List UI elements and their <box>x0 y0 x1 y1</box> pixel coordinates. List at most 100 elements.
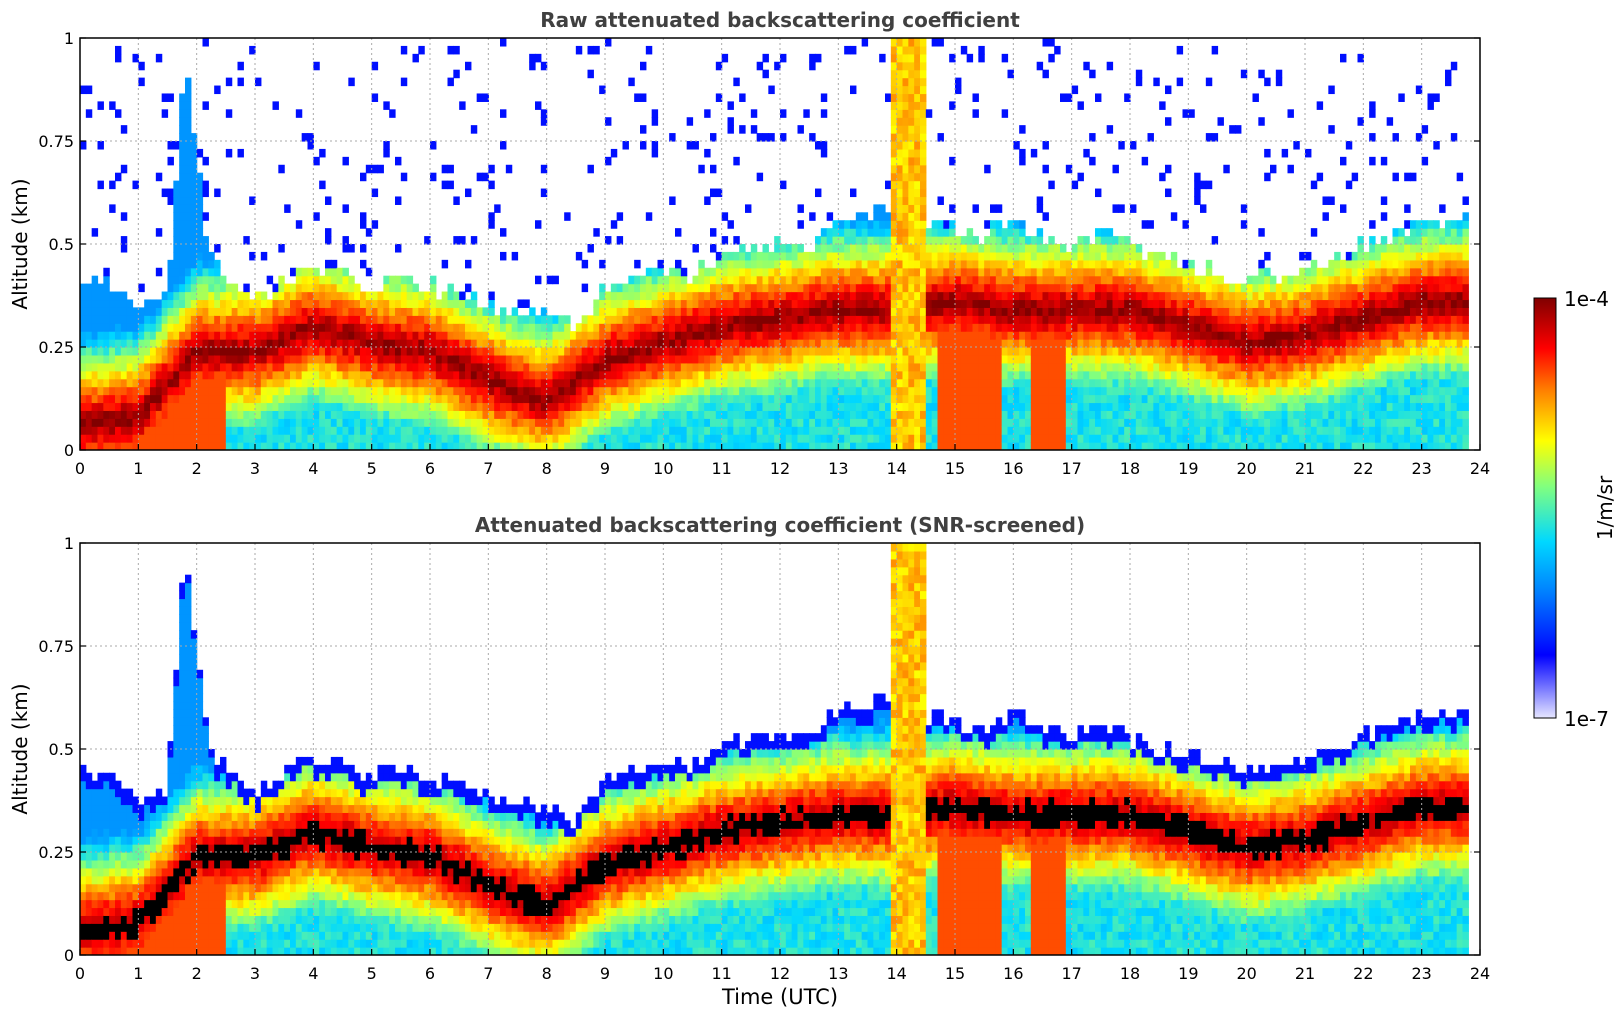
heatmap-cell <box>1147 291 1154 301</box>
heatmap-cell <box>931 410 939 419</box>
heatmap-cell <box>657 339 664 348</box>
heatmap-cell <box>721 251 729 261</box>
heatmap-cell <box>120 442 128 450</box>
heatmap-cell <box>91 228 99 237</box>
heatmap-cell <box>1013 323 1020 332</box>
heatmap-cell <box>966 275 974 285</box>
heatmap-cell <box>418 331 425 340</box>
heatmap-cell <box>616 362 624 372</box>
heatmap-cell <box>832 220 839 229</box>
heatmap-cell <box>115 402 122 411</box>
heatmap-cell <box>220 394 227 404</box>
heatmap-cell <box>995 267 1003 277</box>
heatmap-cell <box>190 307 198 316</box>
heatmap-cell <box>914 299 921 308</box>
heatmap-cell <box>943 307 950 316</box>
heatmap-cell <box>785 307 793 316</box>
heatmap-cell <box>861 386 869 396</box>
heatmap-cell <box>185 85 192 95</box>
heatmap-cell <box>260 339 268 348</box>
heatmap-cell <box>465 354 472 364</box>
heatmap-cell <box>1019 354 1026 364</box>
heatmap-cell <box>295 394 303 404</box>
heatmap-cell <box>435 394 443 404</box>
heatmap-cell <box>406 354 414 364</box>
heatmap-cell <box>354 347 361 356</box>
heatmap-cell <box>949 307 956 316</box>
heatmap-cell <box>1100 354 1108 364</box>
heatmap-cell <box>447 442 454 450</box>
heatmap-cell <box>675 362 682 372</box>
heatmap-cell <box>739 370 746 380</box>
heatmap-cell <box>278 426 285 435</box>
heatmap-cell <box>1013 410 1020 419</box>
heatmap-cell <box>616 418 624 427</box>
heatmap-cell <box>225 291 233 301</box>
heatmap-cell <box>185 283 192 293</box>
heatmap-cell <box>330 331 338 340</box>
heatmap-cell <box>675 283 682 293</box>
heatmap-cell <box>949 347 956 356</box>
heatmap-cell <box>80 434 87 443</box>
heatmap-cell <box>925 315 933 324</box>
heatmap-cell <box>1100 315 1108 324</box>
heatmap-cell <box>914 133 921 142</box>
heatmap-cell <box>1170 442 1178 450</box>
heatmap-cell <box>1060 299 1067 308</box>
heatmap-cell <box>1100 331 1108 340</box>
heatmap-cell <box>640 434 647 443</box>
heatmap-cell <box>220 426 227 435</box>
heatmap-cell <box>185 101 192 110</box>
heatmap-cell <box>610 220 618 229</box>
heatmap-cell <box>85 418 93 427</box>
heatmap-cell <box>173 244 180 253</box>
heatmap-cell <box>972 347 979 356</box>
heatmap-cell <box>750 267 758 277</box>
heatmap-cell <box>185 77 192 87</box>
heatmap-cell <box>97 331 104 340</box>
heatmap-cell <box>249 307 256 316</box>
heatmap-cell <box>855 378 863 388</box>
heatmap-cell <box>161 188 169 198</box>
heatmap-cell <box>803 267 810 277</box>
heatmap-cell <box>651 267 659 277</box>
heatmap-cell <box>115 370 122 380</box>
heatmap-cell <box>990 426 997 435</box>
heatmap-cell <box>850 347 857 356</box>
heatmap-cell <box>278 370 285 380</box>
heatmap-cell <box>109 386 116 396</box>
heatmap-cell <box>587 434 594 443</box>
heatmap-cell <box>377 434 384 443</box>
heatmap-cell <box>476 339 484 348</box>
heatmap-cell <box>873 275 880 285</box>
heatmap-cell <box>750 315 758 324</box>
heatmap-cell <box>1089 354 1096 364</box>
heatmap-cell <box>820 299 828 308</box>
heatmap-cell <box>325 228 332 237</box>
heatmap-cell <box>1118 259 1125 269</box>
heatmap-cell <box>360 354 367 364</box>
heatmap-cell <box>616 236 624 245</box>
heatmap-cell <box>809 283 816 293</box>
heatmap-cell <box>698 339 705 348</box>
heatmap-cell <box>1019 291 1026 301</box>
heatmap-cell <box>972 275 979 285</box>
heatmap-cell <box>861 228 869 237</box>
heatmap-cell <box>704 378 711 388</box>
heatmap-cell <box>150 331 157 340</box>
heatmap-cell <box>325 339 332 348</box>
heatmap-cell <box>890 339 898 348</box>
heatmap-cell <box>564 315 571 324</box>
heatmap-cell <box>1165 418 1172 427</box>
heatmap-cell <box>1077 244 1084 253</box>
heatmap-cell <box>634 402 641 411</box>
heatmap-cell <box>365 410 373 419</box>
heatmap-cell <box>540 386 548 396</box>
heatmap-cell <box>844 331 851 340</box>
heatmap-cell <box>867 362 874 372</box>
heatmap-cell <box>587 426 594 435</box>
heatmap-cell <box>931 370 939 380</box>
heatmap-cell <box>768 354 775 364</box>
heatmap-cell <box>622 378 629 388</box>
heatmap-cell <box>447 434 454 443</box>
